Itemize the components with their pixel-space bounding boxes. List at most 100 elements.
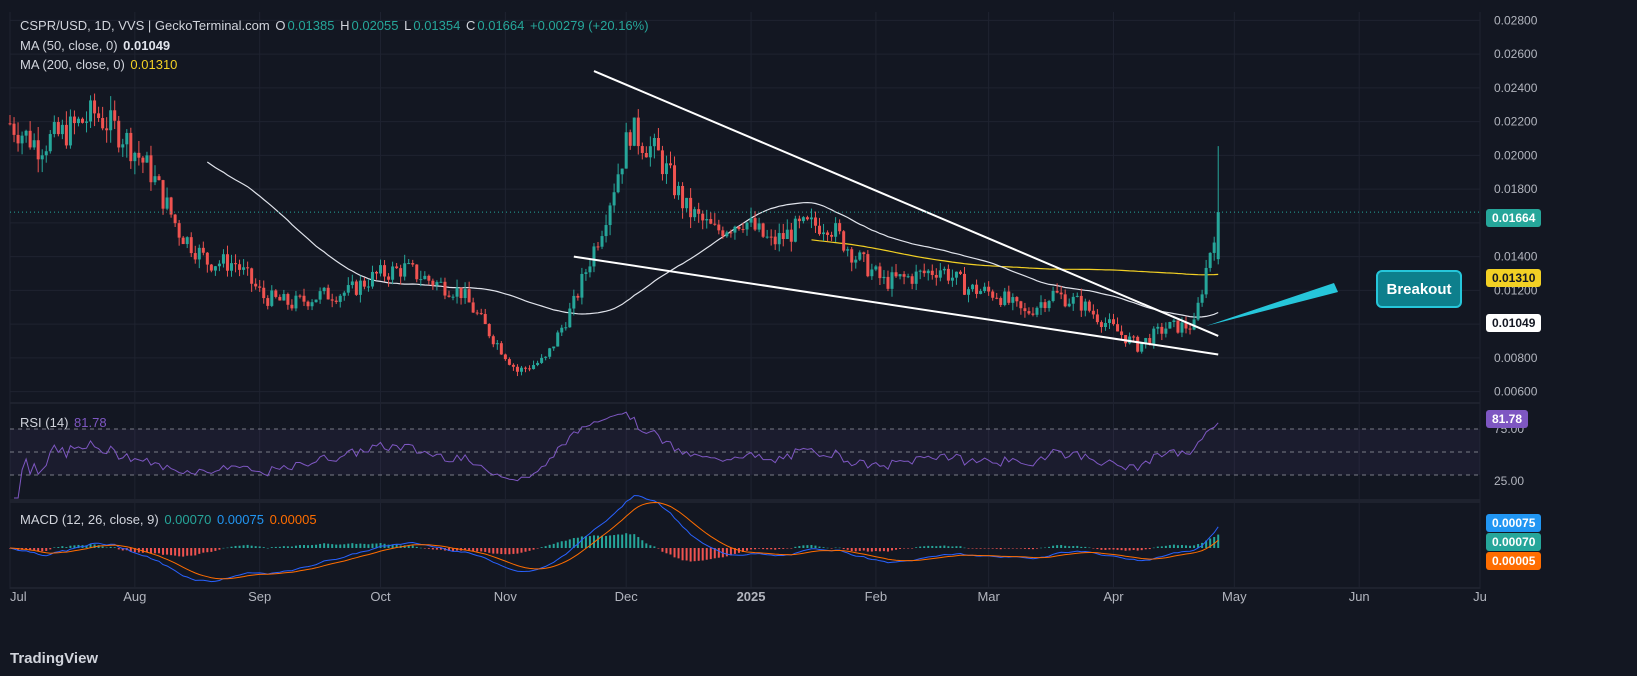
macd-histogram-bar bbox=[584, 536, 587, 548]
candle-body bbox=[258, 286, 262, 288]
candle-body bbox=[628, 132, 632, 146]
close-label: C bbox=[465, 18, 476, 33]
candle-body bbox=[491, 336, 495, 345]
ma200-pill: 0.01310 bbox=[1486, 269, 1542, 287]
macd-histogram-bar bbox=[1217, 534, 1220, 548]
candle-body bbox=[1071, 296, 1075, 304]
y-tick-label: 0.02800 bbox=[1494, 13, 1538, 27]
candle-body bbox=[399, 268, 403, 277]
candle-body bbox=[753, 218, 757, 230]
macd-histogram-bar bbox=[133, 548, 136, 553]
candle-body bbox=[785, 229, 789, 239]
macd-histogram-bar bbox=[580, 536, 583, 548]
macd-histogram-bar bbox=[1031, 548, 1034, 550]
candle-body bbox=[266, 298, 270, 306]
macd-histogram-bar bbox=[802, 545, 805, 548]
rsi-pane bbox=[10, 411, 1480, 499]
macd-value-3: 0.00005 bbox=[269, 512, 317, 527]
macd-histogram-bar bbox=[693, 548, 696, 562]
candle-body bbox=[1043, 302, 1047, 309]
candle-body bbox=[995, 297, 999, 299]
macd-histogram-bar bbox=[1007, 548, 1010, 549]
candle-body bbox=[793, 218, 797, 242]
candle-body bbox=[801, 217, 805, 222]
macd-histogram-bar bbox=[967, 548, 970, 549]
macd-histogram-bar bbox=[1176, 545, 1179, 548]
macd-histogram-bar bbox=[170, 548, 173, 556]
candle-body bbox=[532, 365, 536, 370]
candle-body bbox=[479, 313, 483, 315]
macd-histogram-bar bbox=[544, 546, 547, 548]
candle-body bbox=[415, 264, 419, 280]
candle-body bbox=[141, 157, 145, 163]
macd-histogram-bar bbox=[238, 545, 241, 548]
candle-body bbox=[411, 263, 415, 265]
candle-body bbox=[765, 236, 769, 238]
macd-histogram-bar bbox=[1080, 546, 1083, 548]
ma200-legend: MA (200, close, 0) 0.01310 bbox=[20, 57, 179, 72]
macd-histogram-bar bbox=[830, 548, 833, 549]
macd-histogram-bar bbox=[677, 548, 680, 559]
candle-body bbox=[374, 271, 378, 274]
macd-histogram-bar bbox=[379, 543, 382, 548]
macd-histogram-bar bbox=[987, 548, 990, 549]
candle-body bbox=[294, 295, 298, 309]
candle-body bbox=[515, 366, 519, 372]
candle-body bbox=[93, 100, 97, 114]
macd-histogram-bar bbox=[1148, 548, 1151, 550]
candle-body bbox=[44, 151, 48, 156]
candle-body bbox=[777, 233, 781, 245]
ma50-label: MA (50, close, 0) bbox=[20, 38, 118, 53]
candle-body bbox=[234, 263, 238, 265]
macd-histogram-bar bbox=[206, 548, 209, 553]
candle-body bbox=[1188, 328, 1192, 330]
x-tick-label: Jun bbox=[1349, 589, 1370, 604]
candle-body bbox=[262, 287, 266, 299]
macd-histogram-bar bbox=[601, 535, 604, 548]
candle-body bbox=[366, 286, 370, 288]
macd-histogram-bar bbox=[657, 548, 660, 549]
macd-histogram-bar bbox=[488, 548, 491, 553]
candle-body bbox=[499, 343, 503, 355]
rsi-lower-label: 25.00 bbox=[1494, 474, 1524, 488]
candle-body bbox=[471, 302, 475, 313]
x-tick-label: Feb bbox=[865, 589, 887, 604]
macd-histogram-bar bbox=[286, 546, 289, 548]
x-tick-label: Jul bbox=[10, 589, 27, 604]
candle-body bbox=[942, 268, 946, 271]
macd-histogram-bar bbox=[532, 548, 535, 550]
macd-histogram-bar bbox=[1015, 548, 1018, 549]
candle-body bbox=[383, 265, 387, 277]
low-label: L bbox=[404, 18, 412, 33]
candle-body bbox=[862, 252, 866, 255]
macd-histogram-bar bbox=[49, 548, 52, 550]
candle-body bbox=[80, 118, 84, 123]
macd-histogram-bar bbox=[572, 538, 575, 548]
macd-histogram-bar bbox=[37, 548, 40, 552]
candle-body bbox=[1063, 294, 1067, 307]
ma200-value: 0.01310 bbox=[130, 57, 178, 72]
change-value: +0.00279 (+20.16%) bbox=[530, 18, 649, 33]
candle-body bbox=[310, 302, 314, 307]
macd-histogram-bar bbox=[1168, 545, 1171, 548]
macd-histogram-bar bbox=[681, 548, 684, 561]
candle-body bbox=[693, 209, 697, 218]
candle-body bbox=[1132, 336, 1136, 338]
candle-body bbox=[681, 185, 685, 209]
macd-histogram-bar bbox=[939, 545, 942, 548]
candle-body bbox=[1180, 322, 1184, 333]
macd-histogram-bar bbox=[733, 548, 736, 554]
candle-body bbox=[242, 267, 246, 270]
macd-histogram-bar bbox=[979, 548, 982, 549]
candle-body bbox=[334, 300, 338, 302]
candle-body bbox=[338, 295, 342, 302]
candle-body bbox=[1140, 343, 1144, 352]
candle-body bbox=[250, 268, 254, 284]
candle-body bbox=[604, 225, 608, 237]
candle-body bbox=[636, 117, 640, 147]
macd-histogram-bar bbox=[45, 548, 48, 551]
macd-histogram-bar bbox=[588, 536, 591, 548]
macd-histogram-bar bbox=[41, 548, 44, 552]
